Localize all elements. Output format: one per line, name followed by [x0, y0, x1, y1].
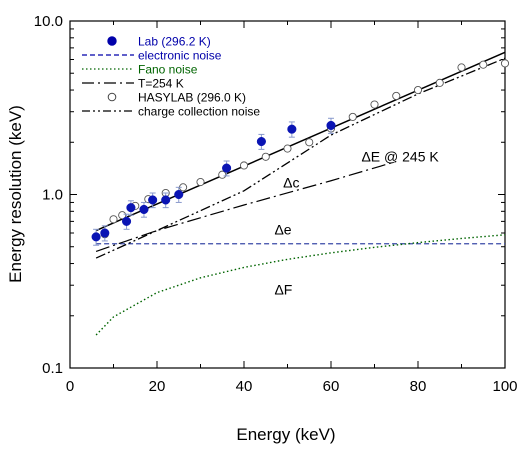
- series-line-t-254-k: [95, 160, 397, 252]
- legend-marker-open-circle: [107, 92, 117, 102]
- hasylab-point: [435, 78, 444, 87]
- legend-item: electronic noise: [82, 49, 222, 63]
- y-tick-label: 1.0: [42, 187, 63, 204]
- lab-point: [122, 216, 132, 226]
- x-tick-label: 60: [323, 378, 340, 395]
- lab-point: [256, 136, 266, 147]
- x-tick-label: 0: [66, 378, 74, 395]
- hasylab-point: [479, 60, 488, 69]
- hasylab-point: [413, 85, 423, 95]
- hasylab-point: [218, 170, 227, 179]
- legend-item: Fano noise: [82, 63, 198, 77]
- x-axis-label: Energy (keV): [236, 425, 335, 444]
- legend-item: Lab (296.2 K): [107, 35, 211, 49]
- annotation-label: Δe: [274, 221, 291, 237]
- x-tick-label: 20: [149, 378, 166, 395]
- y-axis-label: Energy resolution (keV): [6, 105, 25, 283]
- hasylab-point: [348, 112, 357, 121]
- hasylab-point: [283, 144, 292, 153]
- hasylab-point: [239, 161, 249, 170]
- hasylab-point: [261, 152, 270, 161]
- annotation-label: ΔF: [274, 282, 292, 298]
- lab-point: [91, 232, 101, 242]
- lab-point: [126, 203, 136, 213]
- lab-point: [139, 204, 149, 215]
- lab-point: [161, 195, 171, 205]
- x-tick-label: 100: [492, 378, 517, 395]
- series-line-charge-collection-noise: [95, 57, 506, 259]
- annotation-label: ΔE @ 245 K: [361, 148, 439, 164]
- plot-frame: [69, 20, 506, 369]
- lab-point: [326, 120, 336, 131]
- hasylab-point: [118, 211, 127, 220]
- lab-point: [174, 189, 184, 200]
- legend-item: charge collection noise: [82, 105, 260, 119]
- legend-marker-filled-circle: [107, 36, 117, 46]
- x-tick-label: 80: [410, 378, 427, 395]
- legend-item: T=254 K: [82, 77, 184, 91]
- hasylab-point: [305, 138, 314, 147]
- x-tick-label: 40: [236, 378, 253, 395]
- hasylab-point: [196, 177, 205, 187]
- hasylab-point: [457, 63, 466, 72]
- legend-label: HASYLAB (296.0 K): [138, 91, 246, 105]
- lab-point: [287, 124, 297, 134]
- hasylab-point: [109, 215, 118, 224]
- hasylab-point: [500, 59, 510, 68]
- lab-point: [222, 163, 232, 173]
- legend-label: Fano noise: [138, 63, 198, 77]
- annotation-label: Δc: [283, 174, 299, 190]
- legend-label: electronic noise: [138, 49, 222, 63]
- legend-label: Lab (296.2 K): [138, 35, 211, 49]
- hasylab-point: [370, 100, 379, 109]
- y-tick-label: 10.0: [34, 13, 63, 30]
- hasylab-point: [392, 91, 401, 100]
- legend-label: charge collection noise: [138, 105, 260, 119]
- y-tick-label: 0.1: [42, 360, 63, 377]
- legend-item: HASYLAB (296.0 K): [107, 91, 246, 105]
- lab-point: [100, 228, 110, 238]
- series-line-fano-noise: [95, 234, 506, 336]
- legend-label: T=254 K: [138, 77, 184, 91]
- lab-point: [148, 195, 158, 205]
